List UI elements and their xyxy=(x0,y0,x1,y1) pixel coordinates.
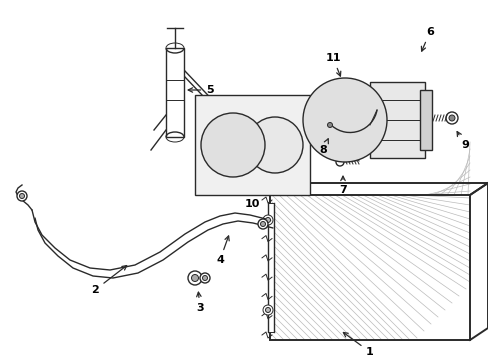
Circle shape xyxy=(258,219,267,229)
Circle shape xyxy=(191,274,198,282)
Text: 4: 4 xyxy=(216,236,229,265)
Circle shape xyxy=(187,271,202,285)
Text: 5: 5 xyxy=(188,85,213,95)
Bar xyxy=(369,82,424,158)
Text: 8: 8 xyxy=(319,139,328,155)
Text: 10: 10 xyxy=(244,199,259,209)
Bar xyxy=(165,48,183,137)
Bar xyxy=(419,90,431,150)
Text: 7: 7 xyxy=(339,176,346,195)
Text: 6: 6 xyxy=(421,27,433,51)
Circle shape xyxy=(334,110,354,130)
Circle shape xyxy=(264,135,285,155)
Circle shape xyxy=(260,221,265,226)
Circle shape xyxy=(201,113,264,177)
Circle shape xyxy=(265,217,270,222)
Circle shape xyxy=(327,122,332,127)
Circle shape xyxy=(200,273,209,283)
Circle shape xyxy=(314,90,374,150)
Circle shape xyxy=(225,138,240,152)
Circle shape xyxy=(335,158,343,166)
Circle shape xyxy=(265,307,270,312)
Text: 11: 11 xyxy=(325,53,340,76)
Bar xyxy=(195,95,309,195)
Circle shape xyxy=(210,123,254,167)
Circle shape xyxy=(325,100,364,140)
Circle shape xyxy=(263,305,272,315)
Circle shape xyxy=(257,127,292,163)
Text: 1: 1 xyxy=(343,333,373,357)
Circle shape xyxy=(325,120,334,130)
Circle shape xyxy=(17,191,27,201)
Circle shape xyxy=(339,115,349,125)
Circle shape xyxy=(246,117,303,173)
Bar xyxy=(267,203,273,332)
Circle shape xyxy=(202,275,207,280)
Circle shape xyxy=(219,131,246,159)
Text: 3: 3 xyxy=(196,292,203,313)
Circle shape xyxy=(269,140,280,150)
Circle shape xyxy=(263,215,272,225)
Circle shape xyxy=(448,115,454,121)
Circle shape xyxy=(445,112,457,124)
Text: 9: 9 xyxy=(456,132,468,150)
Bar xyxy=(269,195,469,340)
Circle shape xyxy=(20,194,24,198)
Circle shape xyxy=(303,78,386,162)
Text: 2: 2 xyxy=(91,266,126,295)
